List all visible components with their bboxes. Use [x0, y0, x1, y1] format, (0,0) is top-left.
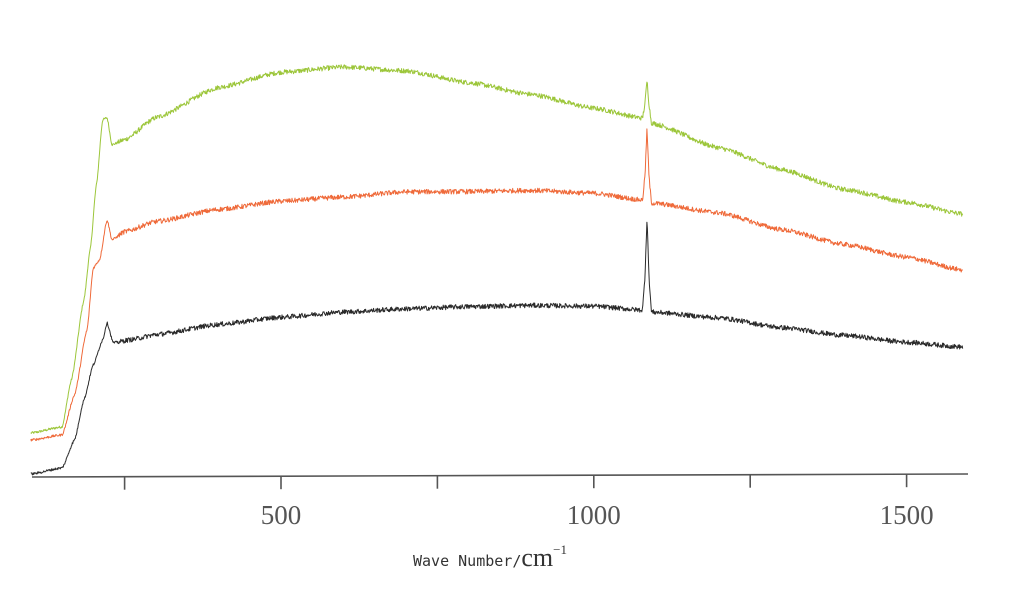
- x-axis-title-unit: cm: [521, 543, 553, 572]
- x-axis-line: [31, 473, 969, 478]
- x-tick-label-1500: 1500: [880, 500, 934, 530]
- spectrum-line-2: [30, 128, 964, 442]
- spectrum-line-1: [30, 64, 964, 434]
- x-axis-title-superscript: −1: [553, 542, 567, 557]
- x-axis-ticks: [123, 474, 908, 490]
- x-tick-label-1000: 1000: [567, 500, 621, 530]
- spectrum-line-3: [30, 221, 964, 476]
- x-axis-title: Wave Number/cm−1: [413, 542, 567, 572]
- x-tick-label-500: 500: [261, 500, 302, 530]
- x-axis-title-main: Wave Number/: [413, 552, 521, 570]
- spectra-lines: [30, 64, 964, 476]
- x-axis-tick-labels: 500 1000 1500: [261, 500, 934, 530]
